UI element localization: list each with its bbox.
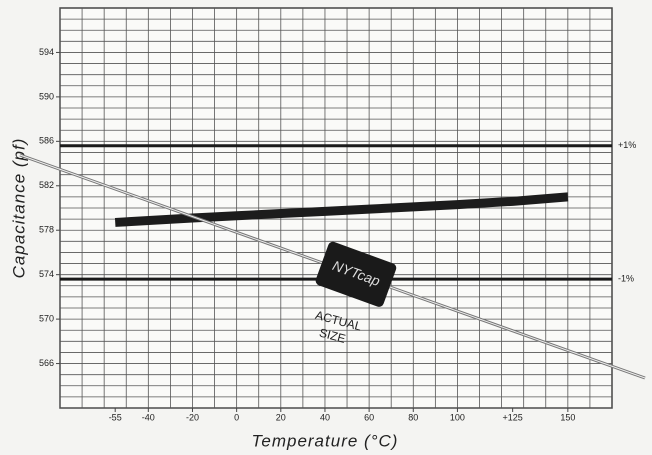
y-tick-label: 582 [39,180,54,190]
x-tick-label: 80 [408,412,418,422]
capacitor-body: NYTcap [315,241,397,307]
annotation: SIZE [318,325,347,345]
y-tick-label: 566 [39,358,54,368]
y-tick-label: 586 [39,136,54,146]
reference-label: -1% [618,273,634,283]
x-tick-label: 150 [560,412,575,422]
x-tick-label: 100 [450,412,465,422]
y-tick-label: 574 [39,269,54,279]
data-line [114,192,569,227]
x-tick-label: 20 [276,412,286,422]
x-tick-label: -55 [109,412,122,422]
x-axis-title: Temperature (°C) [252,431,399,450]
y-tick-label: 578 [39,225,54,235]
reference-label: +1% [618,140,636,150]
y-tick-label: 570 [39,313,54,323]
capacitor-case [315,241,397,307]
x-tick-label: 0 [234,412,239,422]
y-tick-label: 594 [39,47,54,57]
x-tick-label: 60 [364,412,374,422]
y-tick-label: 590 [39,91,54,101]
y-axis-title: Capacitance (pf) [9,138,28,279]
x-tick-label: -20 [186,412,199,422]
x-tick-label: +125 [502,412,522,422]
x-tick-label: -40 [142,412,155,422]
x-tick-label: 40 [320,412,330,422]
